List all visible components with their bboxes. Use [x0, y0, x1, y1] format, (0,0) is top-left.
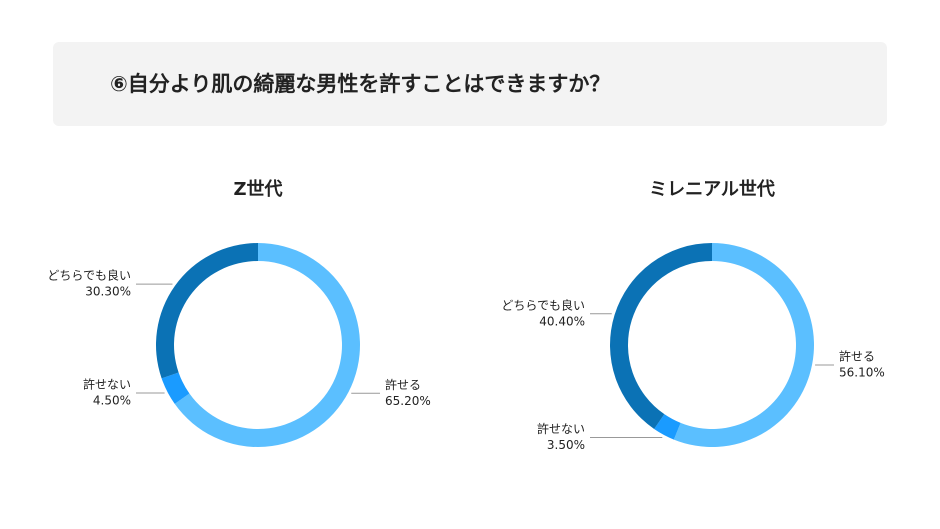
segment-label: どちらでも良い — [47, 268, 131, 283]
donut-segment — [156, 243, 258, 379]
segment-value: 40.40% — [539, 314, 585, 328]
segment-value: 56.10% — [839, 365, 885, 379]
segment-value: 65.20% — [385, 394, 431, 408]
chart-title: ミレニアル世代 — [649, 179, 775, 200]
segment-label: 許せる — [385, 378, 421, 392]
segment-label: 許せない — [537, 422, 585, 436]
segment-label: 許せない — [83, 377, 131, 391]
segment-value: 4.50% — [93, 393, 131, 407]
segment-value: 3.50% — [547, 438, 585, 452]
chart-title: Z世代 — [233, 179, 282, 200]
donut-segment — [654, 414, 681, 440]
segment-label: 許せる — [839, 349, 875, 363]
segment-label: どちらでも良い — [501, 297, 585, 312]
donut-segment — [610, 243, 712, 430]
page-title: ⑥自分より肌の綺麗な男性を許すことはできますか？ — [110, 72, 610, 96]
donut-segment — [161, 372, 190, 404]
donut-segment — [673, 243, 814, 447]
segment-value: 30.30% — [85, 285, 131, 299]
title-box — [53, 42, 887, 126]
